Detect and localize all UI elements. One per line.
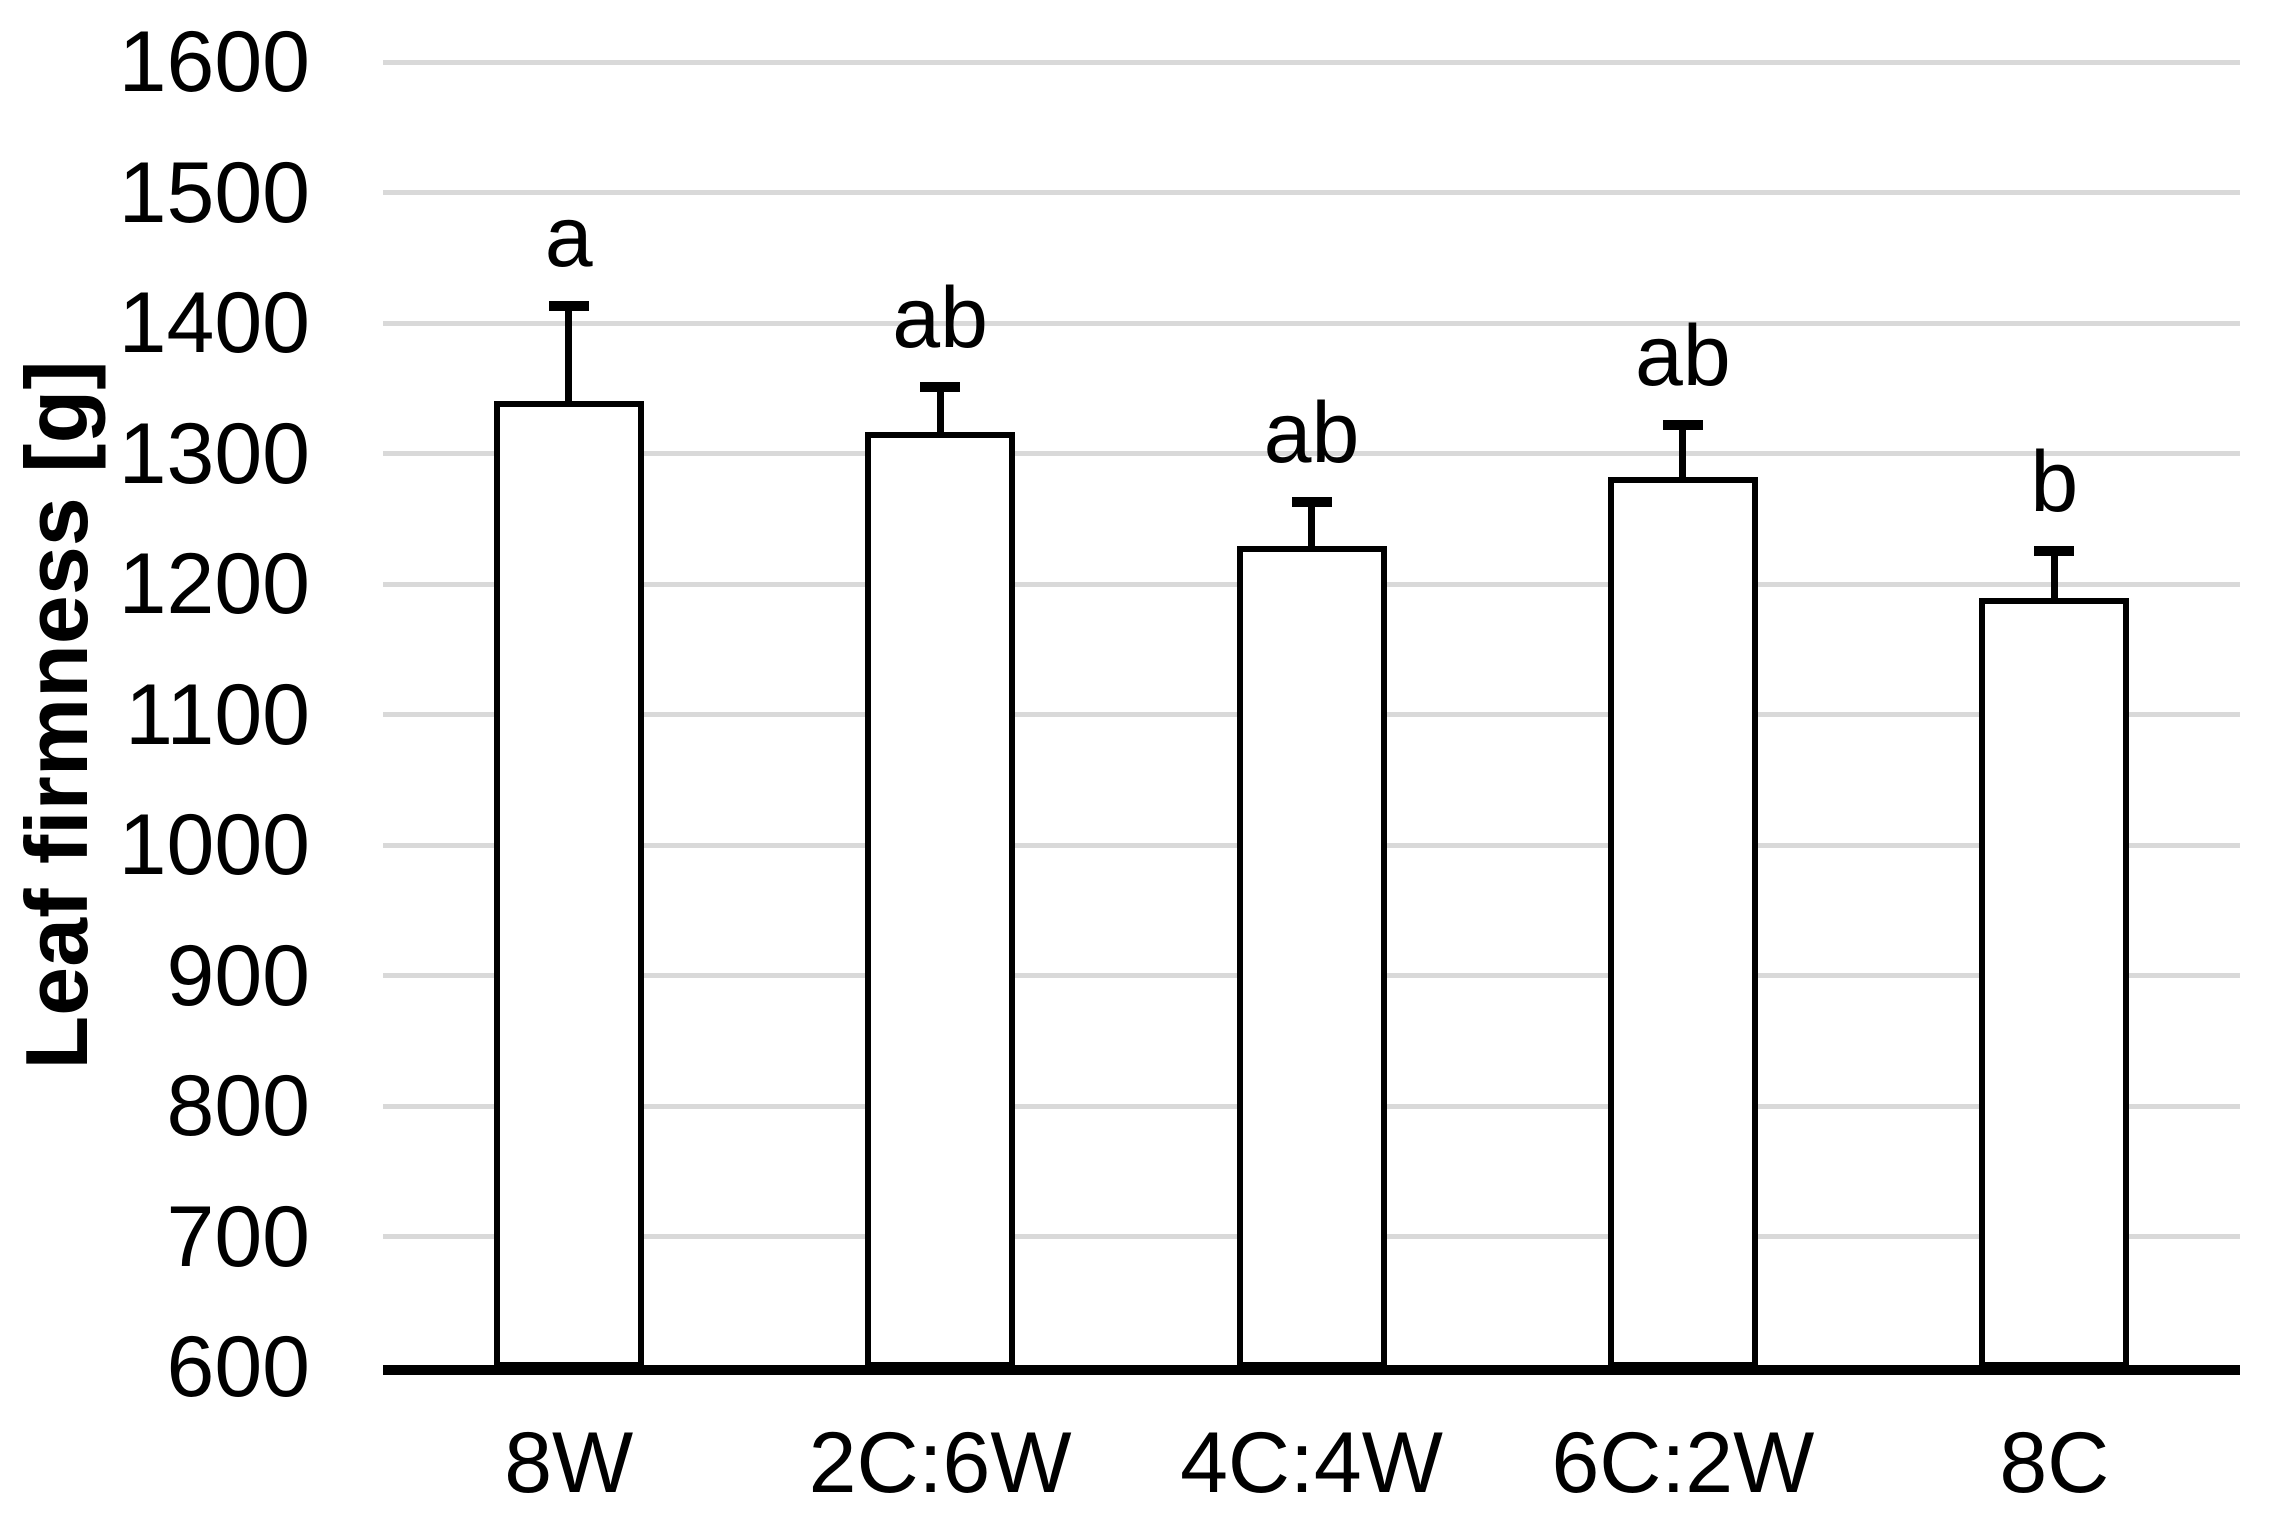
x-category-label: 8W	[504, 1415, 634, 1511]
y-tick-label: 600	[166, 1319, 311, 1415]
y-tick-label: 900	[166, 927, 311, 1024]
gridline	[383, 59, 2240, 65]
y-tick-label: 800	[166, 1058, 311, 1154]
error-bar-line	[1308, 501, 1315, 549]
significance-letter: ab	[1635, 307, 1731, 404]
error-bar-cap	[2034, 546, 2075, 557]
x-category-label: 8C	[1999, 1415, 2110, 1511]
error-bar-line	[936, 386, 944, 436]
error-bar-cap	[1662, 419, 1703, 430]
y-tick-label: 1400	[118, 275, 310, 371]
error-bar-line	[1679, 424, 1687, 480]
bar	[493, 400, 644, 1368]
x-category-label: 6C:2W	[1551, 1415, 1815, 1511]
gridline	[383, 320, 2240, 326]
error-bar-line	[2050, 551, 2058, 601]
error-bar-cap	[548, 301, 589, 312]
y-tick-label: 1000	[118, 797, 310, 893]
x-category-label: 2C:6W	[808, 1415, 1072, 1511]
y-tick-label: 1200	[118, 536, 310, 632]
y-tick-label: 1300	[118, 405, 310, 502]
error-bar-line	[565, 306, 573, 404]
x-category-label: 4C:4W	[1180, 1415, 1443, 1511]
bar	[1607, 476, 1758, 1368]
bar	[1979, 597, 2130, 1368]
significance-letter: b	[2030, 434, 2079, 531]
error-bar-cap	[920, 381, 961, 392]
significance-letter: ab	[1263, 384, 1360, 481]
significance-letter: ab	[892, 269, 988, 366]
x-axis-line	[383, 1365, 2240, 1375]
gridline	[383, 451, 2240, 456]
y-tick-label: 700	[166, 1188, 311, 1285]
gridline	[383, 190, 2240, 195]
y-tick-label: 1600	[118, 14, 310, 110]
bar	[865, 432, 1016, 1368]
y-tick-label: 1100	[125, 666, 310, 763]
bar	[1236, 545, 1387, 1368]
significance-letter: a	[544, 189, 593, 286]
y-tick-label: 1500	[118, 144, 310, 241]
error-bar-cap	[1291, 496, 1332, 507]
